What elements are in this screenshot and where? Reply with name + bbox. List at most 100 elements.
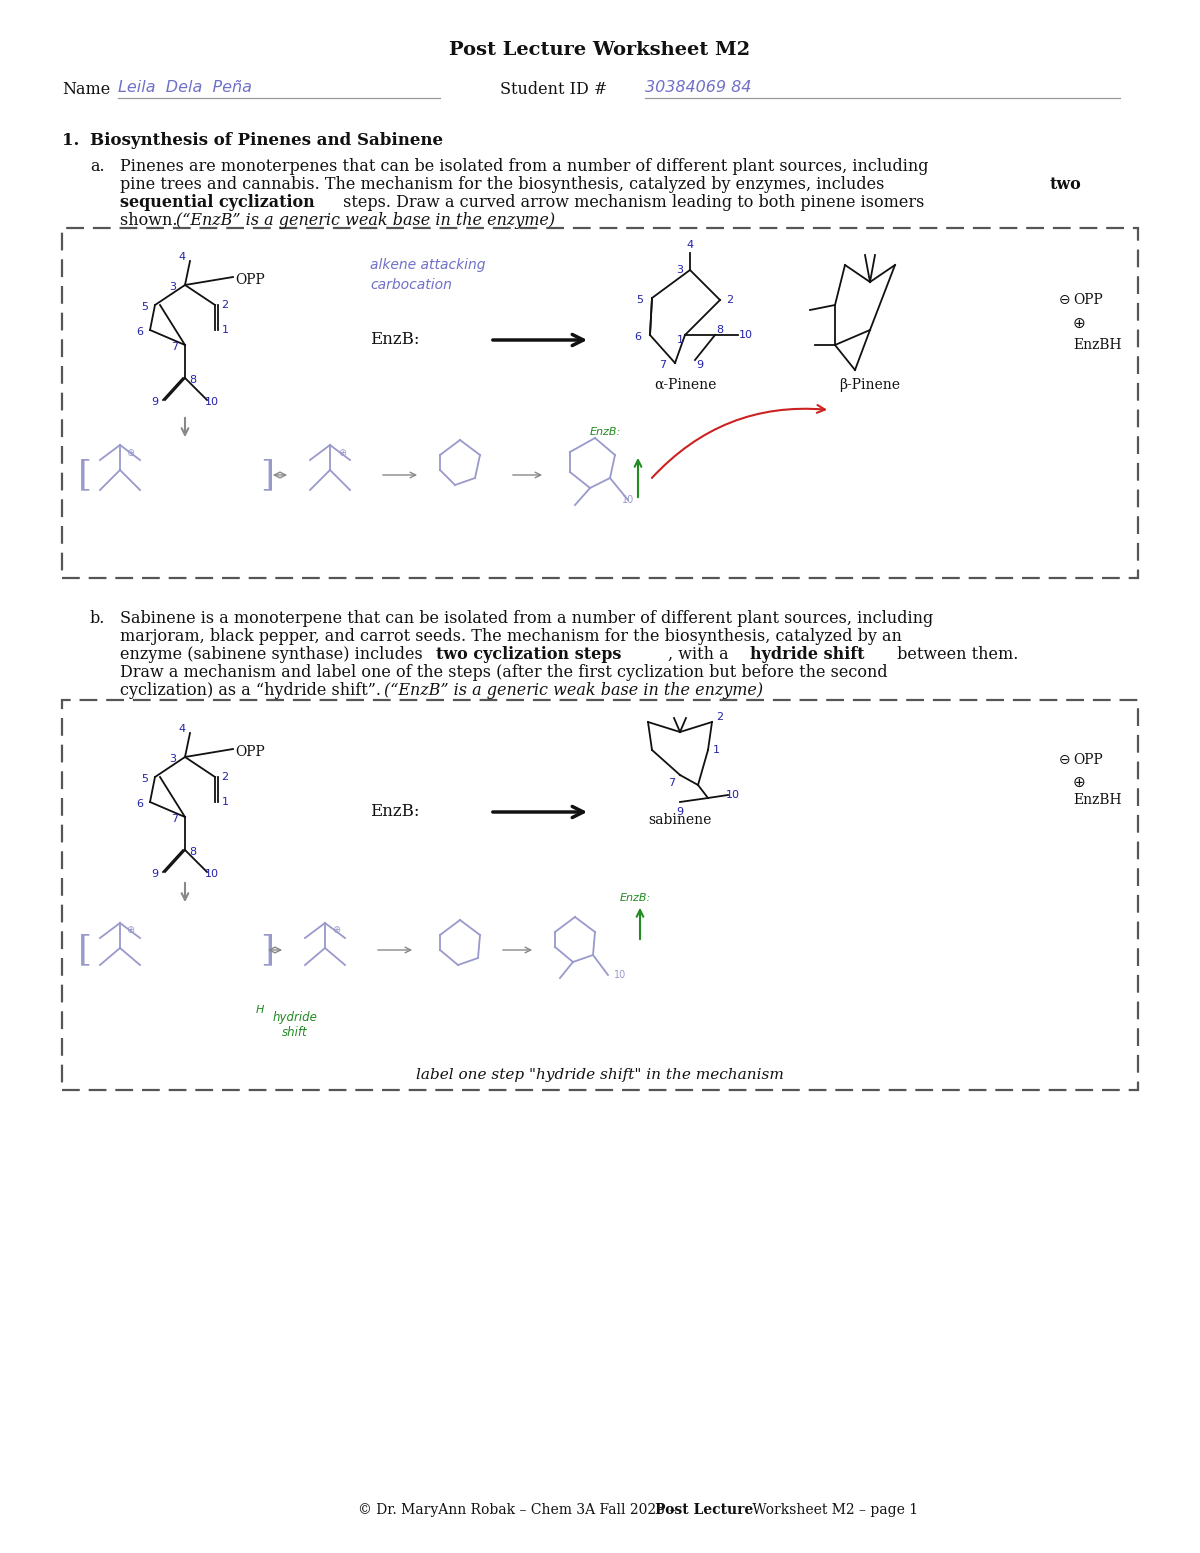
Text: 7: 7: [172, 342, 179, 353]
Text: 1: 1: [222, 797, 228, 808]
Text: sabinene: sabinene: [648, 814, 712, 828]
Text: b.: b.: [90, 610, 106, 627]
Text: Pinenes are monoterpenes that can be isolated from a number of different plant s: Pinenes are monoterpenes that can be iso…: [120, 158, 929, 175]
Text: enzyme (sabinene synthase) includes: enzyme (sabinene synthase) includes: [120, 646, 428, 663]
Text: Leila  Dela  Peña: Leila Dela Peña: [118, 81, 252, 95]
Text: 4: 4: [179, 252, 186, 262]
Text: OPP: OPP: [1073, 753, 1103, 767]
Text: label one step "hydride shift" in the mechanism: label one step "hydride shift" in the me…: [416, 1068, 784, 1082]
Text: 7: 7: [668, 778, 676, 787]
Text: Name: Name: [62, 81, 110, 98]
Text: 1: 1: [677, 335, 684, 345]
FancyArrowPatch shape: [493, 806, 583, 817]
Text: carbocation: carbocation: [370, 278, 452, 292]
Text: 5: 5: [142, 773, 149, 784]
Text: ⊖: ⊖: [1060, 753, 1070, 767]
Text: 9: 9: [696, 360, 703, 370]
Text: 7: 7: [172, 814, 179, 825]
Text: 3: 3: [677, 266, 684, 275]
Text: 6: 6: [137, 328, 144, 337]
Text: α-Pinene: α-Pinene: [654, 377, 716, 391]
Text: marjoram, black pepper, and carrot seeds. The mechanism for the biosynthesis, ca: marjoram, black pepper, and carrot seeds…: [120, 627, 902, 644]
Text: OPP: OPP: [235, 273, 265, 287]
Text: 2: 2: [716, 711, 724, 722]
Text: 7: 7: [660, 360, 666, 370]
Text: ⊕: ⊕: [126, 926, 134, 935]
Text: 6: 6: [137, 798, 144, 809]
Text: ⊕: ⊕: [126, 447, 134, 458]
Text: 30384069 84: 30384069 84: [646, 81, 751, 95]
Text: 5: 5: [636, 295, 643, 304]
Text: 2: 2: [222, 772, 228, 783]
Text: two cyclization steps: two cyclization steps: [436, 646, 622, 663]
FancyArrowPatch shape: [652, 405, 824, 478]
Text: EnzB:: EnzB:: [370, 803, 420, 820]
Text: 5: 5: [142, 301, 149, 312]
Text: a.: a.: [90, 158, 104, 175]
FancyArrowPatch shape: [512, 472, 541, 478]
Text: 8: 8: [190, 846, 197, 857]
Text: shown.: shown.: [120, 213, 182, 228]
FancyArrowPatch shape: [181, 882, 188, 899]
Text: sequential cyclization: sequential cyclization: [120, 194, 314, 211]
Text: shift: shift: [282, 1027, 308, 1039]
FancyArrowPatch shape: [181, 418, 188, 435]
Text: 10: 10: [205, 870, 220, 879]
Text: EnzBH: EnzBH: [1073, 794, 1122, 808]
Text: ]: ]: [260, 458, 274, 492]
Text: ⊕: ⊕: [332, 926, 340, 935]
Text: β-Pinene: β-Pinene: [840, 377, 900, 391]
Text: 2: 2: [222, 300, 228, 311]
FancyArrowPatch shape: [503, 947, 530, 954]
Text: between them.: between them.: [892, 646, 1019, 663]
FancyArrowPatch shape: [637, 910, 643, 940]
Text: 9: 9: [151, 398, 158, 407]
Text: 9: 9: [151, 870, 158, 879]
Text: 1: 1: [713, 745, 720, 755]
Text: 1: 1: [222, 325, 228, 335]
Text: hydride: hydride: [272, 1011, 318, 1025]
Text: 9: 9: [677, 808, 684, 817]
Text: EnzBH: EnzBH: [1073, 339, 1122, 353]
FancyArrowPatch shape: [493, 334, 583, 346]
Text: Biosynthesis of Pinenes and Sabinene: Biosynthesis of Pinenes and Sabinene: [90, 132, 443, 149]
Text: EnzB:: EnzB:: [370, 331, 420, 348]
Text: EnzB:: EnzB:: [590, 427, 622, 436]
Text: OPP: OPP: [235, 745, 265, 759]
Text: Student ID #: Student ID #: [500, 81, 607, 98]
Text: 4: 4: [686, 241, 694, 250]
Text: 6: 6: [635, 332, 642, 342]
Text: steps. Draw a curved arrow mechanism leading to both pinene isomers: steps. Draw a curved arrow mechanism lea…: [338, 194, 924, 211]
Text: H: H: [256, 1005, 264, 1016]
Text: cyclization) as a “hydride shift”.: cyclization) as a “hydride shift”.: [120, 682, 386, 699]
Bar: [62, 700, 1138, 1090]
Text: ]: ]: [260, 933, 274, 968]
Text: © Dr. MaryAnn Robak – Chem 3A Fall 2023 –: © Dr. MaryAnn Robak – Chem 3A Fall 2023 …: [358, 1503, 680, 1517]
FancyArrowPatch shape: [635, 460, 641, 497]
Text: pine trees and cannabis. The mechanism for the biosynthesis, catalyzed by enzyme: pine trees and cannabis. The mechanism f…: [120, 175, 889, 193]
Text: hydride shift: hydride shift: [750, 646, 864, 663]
Bar: [62, 228, 1138, 578]
Text: [: [: [78, 458, 92, 492]
Text: Draw a mechanism and label one of the steps (after the first cyclization but bef: Draw a mechanism and label one of the st…: [120, 665, 888, 682]
Text: 3: 3: [169, 755, 176, 764]
Text: 10: 10: [726, 790, 740, 800]
Text: 10: 10: [622, 495, 635, 505]
Text: (“EnzB” is a generic weak base in the enzyme): (“EnzB” is a generic weak base in the en…: [384, 682, 763, 699]
Text: ⊕: ⊕: [1073, 775, 1086, 789]
Text: 3: 3: [169, 283, 176, 292]
Text: 1.: 1.: [62, 132, 79, 149]
Text: OPP: OPP: [1073, 294, 1103, 307]
Text: 2: 2: [726, 295, 733, 304]
Text: (“EnzB” is a generic weak base in the enzyme): (“EnzB” is a generic weak base in the en…: [176, 213, 556, 228]
Text: [: [: [78, 933, 92, 968]
FancyArrowPatch shape: [378, 947, 410, 954]
Text: Post Lecture Worksheet M2: Post Lecture Worksheet M2: [450, 40, 750, 59]
Text: 4: 4: [179, 724, 186, 735]
Text: ⊖: ⊖: [1060, 294, 1070, 307]
Text: 10: 10: [205, 398, 220, 407]
Text: EnzB:: EnzB:: [620, 893, 652, 902]
Text: alkene attacking: alkene attacking: [370, 258, 486, 272]
Text: 8: 8: [190, 374, 197, 385]
Text: 10: 10: [739, 329, 754, 340]
